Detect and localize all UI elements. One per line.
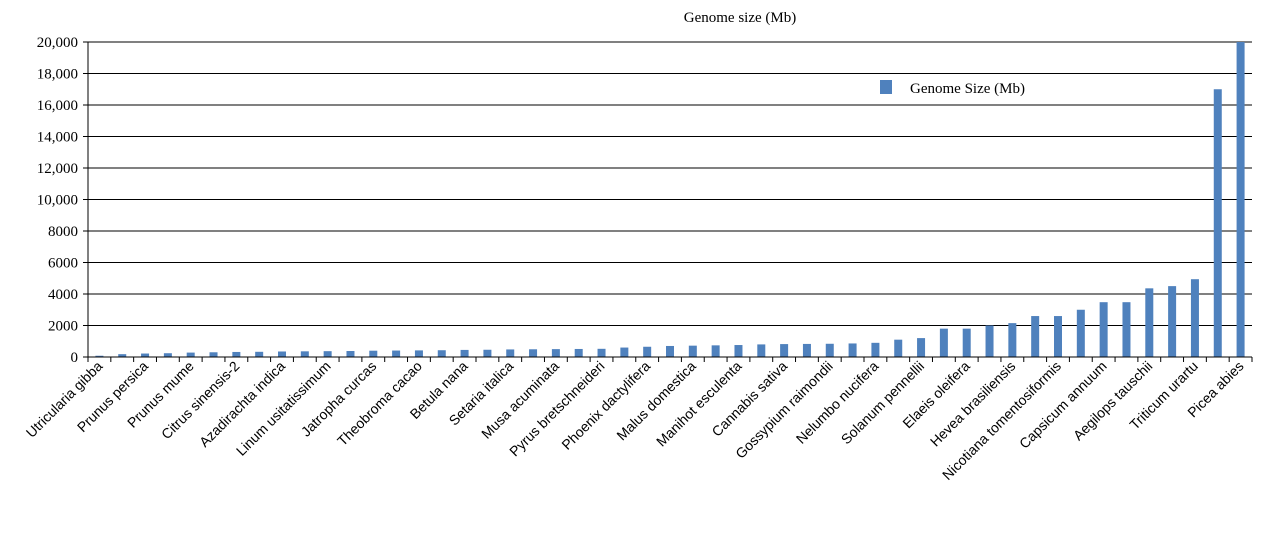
x-tick-label: Aegilops tauschii [1070,358,1156,444]
bar [300,351,309,357]
x-tick-label: Citrus sinensis-2 [158,358,243,443]
bar [163,353,172,357]
y-tick-label: 2000 [48,319,78,335]
bar [1076,309,1085,357]
bar [323,351,332,357]
y-axis-ticks: 0 2000 4000 6000 8000 10,000 12,000 14,000 16,00… [37,35,89,366]
legend: Genome Size (Mb) [880,80,1025,97]
bar [529,349,538,357]
bar [232,351,241,357]
bar [780,344,789,357]
bar [369,350,378,357]
bar [711,345,720,357]
x-tick-label: Hevea brasiliensis [927,358,1019,450]
y-tick-label: 16,000 [37,98,78,114]
bars [95,42,1245,357]
bar [186,352,195,357]
bar [414,350,423,357]
x-tick-label: Musa acuminata [478,358,562,442]
bar [118,354,127,357]
chart-title: Genome size (Mb) [684,10,796,26]
bar [95,355,104,357]
bar [643,346,652,357]
bar [597,348,606,357]
bar [1145,288,1154,357]
bar [757,344,766,357]
y-tick-label: 20,000 [37,35,78,51]
y-tick-label: 10,000 [37,193,78,209]
x-tick-label: Theobroma cacao [334,358,425,449]
bar [848,343,857,357]
y-tick-label: 4000 [48,287,78,303]
legend-label: Genome Size (Mb) [910,81,1025,97]
bar [666,345,674,357]
legend-swatch [880,80,892,94]
x-tick-label: Capsicum annuum [1016,358,1110,452]
bar [1008,323,1017,357]
bar [141,353,150,357]
bar [209,352,218,357]
gridlines [88,41,1252,358]
bar [939,328,948,357]
y-tick-label: 18,000 [37,67,78,83]
y-tick-label: 12,000 [37,161,78,177]
bar [460,349,469,357]
bar [871,342,880,357]
bar [825,343,834,357]
bar [255,351,264,357]
x-tick-label: Solanum pennellii [838,358,927,447]
x-tick-label: Utricularia gibba [23,358,106,441]
bar [1213,89,1222,357]
bar [1190,279,1199,357]
x-tick-label: Nelumbo nucifera [793,358,882,447]
y-tick-label: 0 [71,350,79,366]
bar [1099,302,1108,357]
bar [278,351,286,357]
bar [620,347,629,357]
bar [688,345,697,357]
bar [1054,316,1062,357]
bar [506,349,515,357]
y-tick-label: 8000 [48,224,78,240]
x-tick-label: Azadirachta indica [196,358,288,450]
bar [917,338,926,357]
bar [346,351,355,357]
x-axis [87,356,1253,362]
bar [985,325,994,357]
y-tick-label: 14,000 [37,130,78,146]
bar [894,339,903,357]
bar [802,343,811,357]
x-tick-label: Manihot esculenta [653,358,745,450]
bar [574,348,583,357]
bar [392,350,401,357]
bar [483,349,492,357]
bar [962,328,971,357]
bar [437,350,446,357]
bar [734,345,743,357]
bar [1031,316,1040,357]
x-tick-label: Malus domestica [613,358,699,444]
bar [1122,302,1131,357]
y-tick-label: 6000 [48,256,78,272]
bar [1236,42,1245,357]
bar [1168,286,1177,357]
bar [551,349,560,357]
